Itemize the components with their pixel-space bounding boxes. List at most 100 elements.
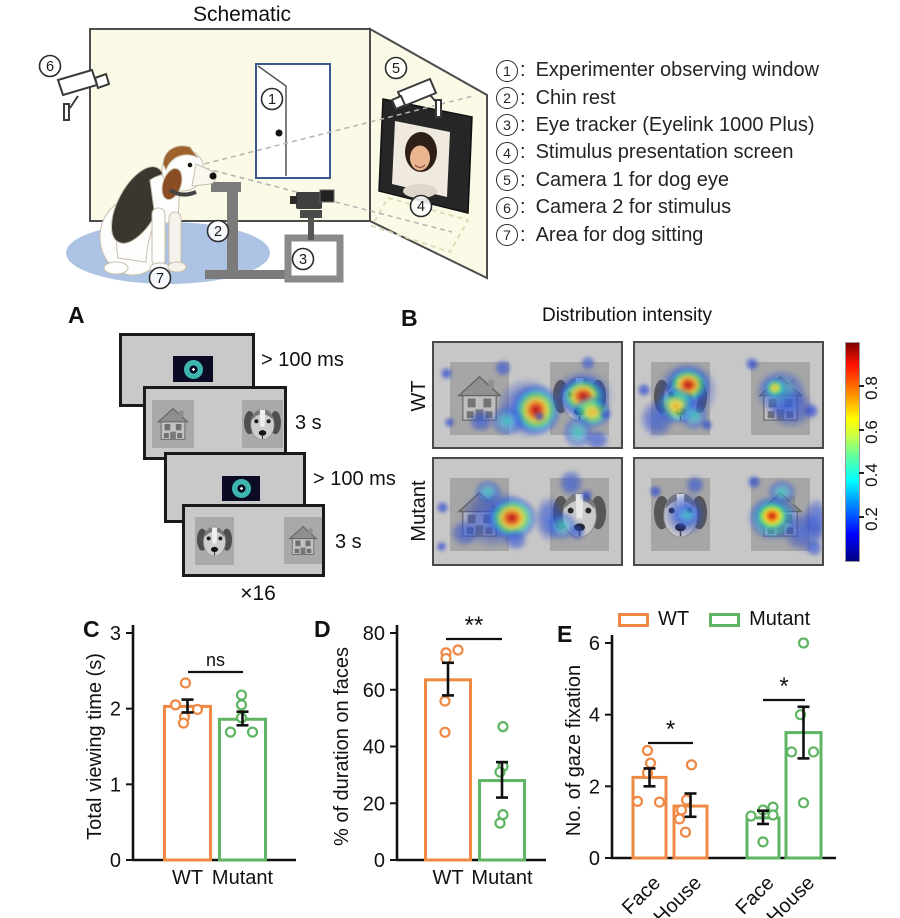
heat-blob <box>504 529 528 551</box>
bar-wt-face <box>631 775 668 860</box>
y-tick-label: 2 <box>589 776 600 798</box>
panel-a-label: A <box>68 302 85 328</box>
data-point <box>675 804 688 816</box>
legend-text: Area for dog sitting <box>535 223 704 246</box>
y-tick-label: 0 <box>589 848 600 870</box>
data-point <box>439 726 451 738</box>
trial-screen-stimuli-2 <box>182 504 325 577</box>
badge-number: 2 <box>214 224 222 240</box>
legend-number: 4 <box>496 141 518 164</box>
dog-face-stimulus <box>195 517 234 565</box>
data-point <box>673 813 686 825</box>
heatmap-mutant-house-dog <box>432 457 623 566</box>
mutant-swatch <box>709 612 741 627</box>
heat-blob <box>568 523 586 541</box>
trial-screen-fixation-1 <box>119 333 255 407</box>
legend-colon: : <box>520 59 526 82</box>
gaze-line-upper <box>195 95 474 167</box>
heat-blob <box>494 359 512 377</box>
heat-blob <box>450 519 480 547</box>
badge-circle <box>38 54 62 78</box>
badge-circle <box>384 56 408 80</box>
data-point <box>644 757 657 769</box>
schematic-diagram: 1 2 3 4 5 6 7 <box>38 27 488 290</box>
legend-number: 3 <box>496 114 518 137</box>
data-point <box>641 744 654 757</box>
data-point <box>653 796 666 808</box>
heat-blob <box>490 405 524 437</box>
data-point <box>169 699 182 711</box>
legend-number: 2 <box>496 87 518 110</box>
y-tick-label: 4 <box>589 705 600 727</box>
legend-number: 7 <box>496 224 518 247</box>
repeat-count-label: ×16 <box>240 582 276 605</box>
heat-blob <box>805 539 822 557</box>
heat-blob <box>440 367 453 380</box>
significance-label: * <box>779 673 788 700</box>
heat-blob <box>639 399 675 439</box>
y-tick-label: 60 <box>363 680 385 702</box>
fixation-target-icon <box>231 479 251 498</box>
house-stimulus <box>152 400 194 448</box>
data-point <box>224 726 237 738</box>
data-point <box>631 795 644 807</box>
x-tick-label: Mutant <box>471 867 533 889</box>
data-point <box>191 703 204 716</box>
panel-d-label: D <box>314 616 331 642</box>
bar-wt <box>163 704 212 862</box>
panel-e-legend: WT Mutant <box>618 608 810 631</box>
y-axis-label: No. of gaze fixation <box>563 665 585 836</box>
data-point <box>494 817 506 829</box>
legend-colon: : <box>520 196 526 219</box>
colorbar-tick <box>859 429 864 431</box>
legend-item: 1: Experimenter observing window <box>496 57 819 84</box>
legend-item: 3: Eye tracker (Eyelink 1000 Plus) <box>496 112 819 139</box>
data-point <box>246 726 259 738</box>
legend-text: Camera 1 for dog eye <box>535 168 729 191</box>
x-tick-label: WT <box>432 867 463 889</box>
y-tick-label: 2 <box>110 699 121 721</box>
legend-colon: : <box>520 86 526 109</box>
legend-colon: : <box>520 223 526 246</box>
significance-label: ns <box>206 650 225 670</box>
schematic-title: Schematic <box>192 3 292 26</box>
x-tick-label: Mutant <box>212 867 274 889</box>
legend-list: 1: Experimenter observing window 2: Chin r… <box>496 57 819 249</box>
heat-blob <box>685 475 705 495</box>
legend-item: 5: Camera 1 for dog eye <box>496 167 819 194</box>
badge-circle <box>409 194 433 218</box>
legend-number: 5 <box>496 169 518 192</box>
heat-blob <box>803 403 819 419</box>
legend-number: 1 <box>496 59 518 82</box>
duration-label: > 100 ms <box>313 468 396 490</box>
number-badges: 1 2 3 4 5 6 7 <box>38 54 433 290</box>
legend-text: Eye tracker (Eyelink 1000 Plus) <box>535 113 815 136</box>
y-tick-label: 0 <box>374 850 385 872</box>
duration-label: > 100 ms <box>261 349 344 371</box>
legend-entry-mutant: Mutant <box>709 608 810 631</box>
chin-rest <box>205 182 297 279</box>
data-point <box>439 695 451 707</box>
heat-blob <box>747 475 761 489</box>
data-point <box>235 699 248 711</box>
house-stimulus <box>284 517 322 564</box>
wt-legend-label: WT <box>658 608 690 630</box>
heat-blob <box>444 417 455 428</box>
heat-blob <box>701 419 713 431</box>
y-tick-label: 0 <box>110 850 121 872</box>
badge-number: 4 <box>417 199 425 215</box>
data-point <box>785 746 798 758</box>
heat-blob <box>436 541 447 552</box>
panel-b-label: B <box>401 305 418 331</box>
data-point <box>767 809 779 821</box>
bar-mutant <box>218 717 267 862</box>
data-point <box>177 717 190 729</box>
legend-item: 7: Area for dog sitting <box>496 221 819 248</box>
x-tick-label: WT <box>172 867 203 889</box>
colorbar-tick <box>859 472 864 474</box>
camera-1-icon <box>390 77 442 118</box>
heat-blob <box>436 501 449 514</box>
duration-label: 3 s <box>335 531 362 553</box>
y-axis-label: % of duration on faces <box>331 647 353 846</box>
